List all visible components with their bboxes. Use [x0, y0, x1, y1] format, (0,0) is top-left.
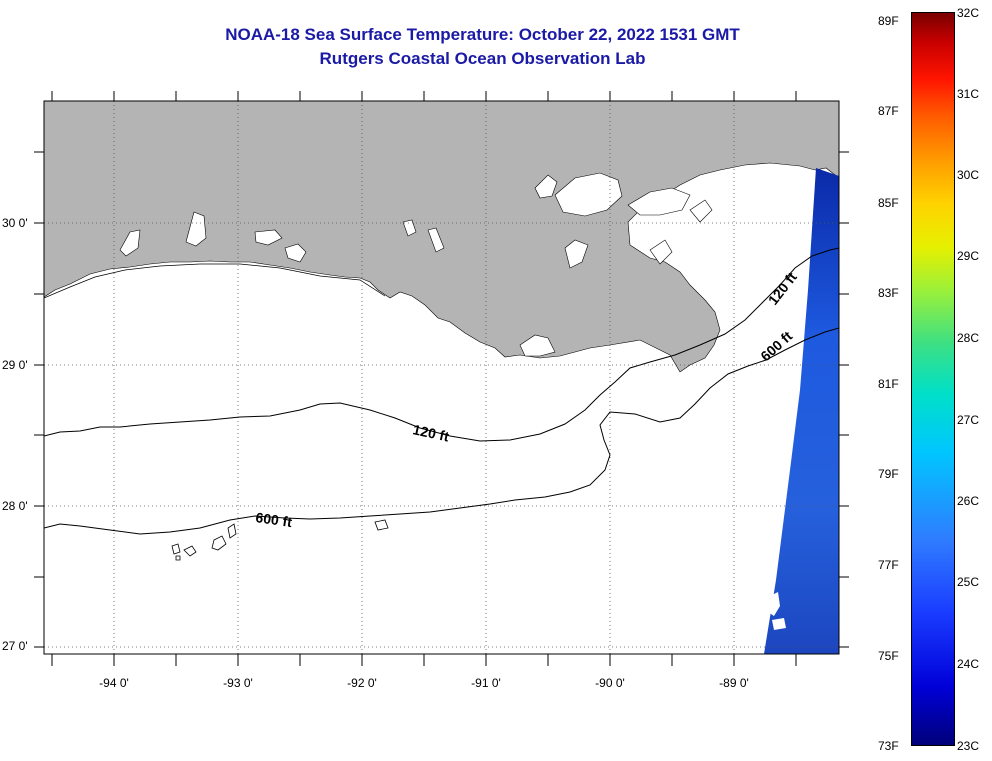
sst-swath — [764, 168, 839, 654]
lon-label: -91 0' — [471, 676, 501, 690]
lat-label: 29 0' — [2, 358, 28, 372]
colorbar-c-label: 24C — [957, 657, 980, 671]
map-title: NOAA-18 Sea Surface Temperature: October… — [225, 25, 740, 44]
colorbar-c-label: 26C — [957, 494, 980, 508]
colorbar-f-label: 83F — [878, 286, 899, 300]
deep-water-islets — [171, 519, 389, 561]
map-subtitle: Rutgers Coastal Ocean Observation Lab — [319, 49, 646, 68]
colorbar-c-label: 25C — [957, 575, 980, 589]
lon-label: -93 0' — [223, 676, 253, 690]
contour-120ft-west — [44, 247, 839, 442]
swath-clouds — [768, 592, 786, 630]
lon-label: -94 0' — [99, 676, 129, 690]
colorbar-c-label: 30C — [957, 168, 980, 182]
frame-ticks — [34, 91, 849, 666]
colorbar-c-label: 23C — [957, 739, 980, 753]
graticule — [44, 101, 839, 654]
colorbar-c-label: 32C — [957, 6, 980, 20]
lat-label: 27 0' — [2, 639, 28, 653]
colorbar-f-label: 89F — [878, 14, 899, 28]
colorbar-f-label: 73F — [878, 739, 899, 753]
inland-lakes — [119, 172, 713, 357]
coastline-offshore — [44, 263, 386, 299]
contour-label: 120 ft — [411, 421, 450, 444]
colorbar-f-label: 79F — [878, 467, 899, 481]
lon-label: -92 0' — [347, 676, 377, 690]
lon-label: -90 0' — [595, 676, 625, 690]
contour-label: 600 ft — [255, 509, 294, 530]
colorbar-c-label: 28C — [957, 331, 980, 345]
sst-colorbar — [911, 12, 955, 746]
colorbar-f-label: 75F — [878, 649, 899, 663]
lat-label: 30 0' — [2, 216, 28, 230]
colorbar-f-label: 81F — [878, 377, 899, 391]
map-frame — [43, 100, 840, 655]
colorbar-c-label: 29C — [957, 249, 980, 263]
colorbar-f-label: 85F — [878, 196, 899, 210]
lon-label: -89 0' — [719, 676, 749, 690]
colorbar-c-label: 27C — [957, 413, 980, 427]
contour-600ft — [44, 327, 839, 535]
lat-label: 28 0' — [2, 499, 28, 513]
colorbar-f-label: 77F — [878, 558, 899, 572]
colorbar-c-label: 31C — [957, 87, 980, 101]
colorbar-f-label: 87F — [878, 104, 899, 118]
